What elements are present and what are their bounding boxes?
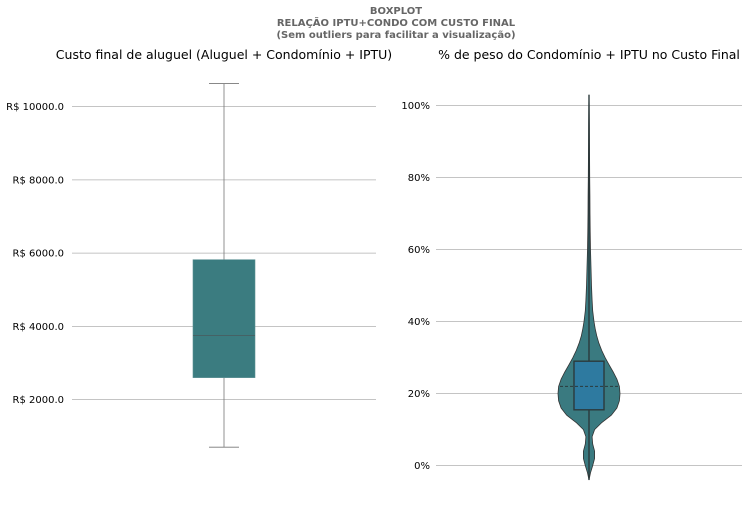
y-tick-label: 0% (414, 461, 430, 472)
weight-violin-title: % de peso do Condomínio + IPTU no Custo … (438, 47, 740, 62)
y-tick-label: 20% (408, 389, 430, 400)
violin-iqr-box (573, 360, 605, 411)
y-tick-label: R$ 10000.0 (6, 102, 64, 113)
y-tick-label: R$ 6000.0 (13, 249, 64, 260)
weight-violin-panel: % de peso do Condomínio + IPTU no Custo … (401, 47, 742, 481)
chart-suptitle: BOXPLOT RELAÇÃO IPTU+CONDO COM CUSTO FIN… (0, 6, 748, 42)
y-tick-label: 100% (401, 101, 430, 112)
cost-boxplot-title: Custo final de aluguel (Aluguel + Condom… (56, 47, 392, 62)
suptitle-line-3: (Sem outliers para facilitar a visualiza… (276, 30, 516, 41)
y-tick-label: R$ 8000.0 (13, 175, 64, 186)
y-tick-label: R$ 4000.0 (13, 322, 64, 333)
suptitle-line-2: RELAÇÃO IPTU+CONDO COM CUSTO FINAL (276, 18, 516, 29)
y-tick-label: 80% (408, 173, 430, 184)
y-tick-label: R$ 2000.0 (13, 395, 64, 406)
cost-boxplot-panel: Custo final de aluguel (Aluguel + Condom… (6, 47, 392, 448)
y-tick-label: 60% (408, 245, 430, 256)
iqr-box (192, 259, 256, 378)
y-tick-label: 40% (408, 317, 430, 328)
suptitle-line-1: BOXPLOT (369, 6, 423, 17)
